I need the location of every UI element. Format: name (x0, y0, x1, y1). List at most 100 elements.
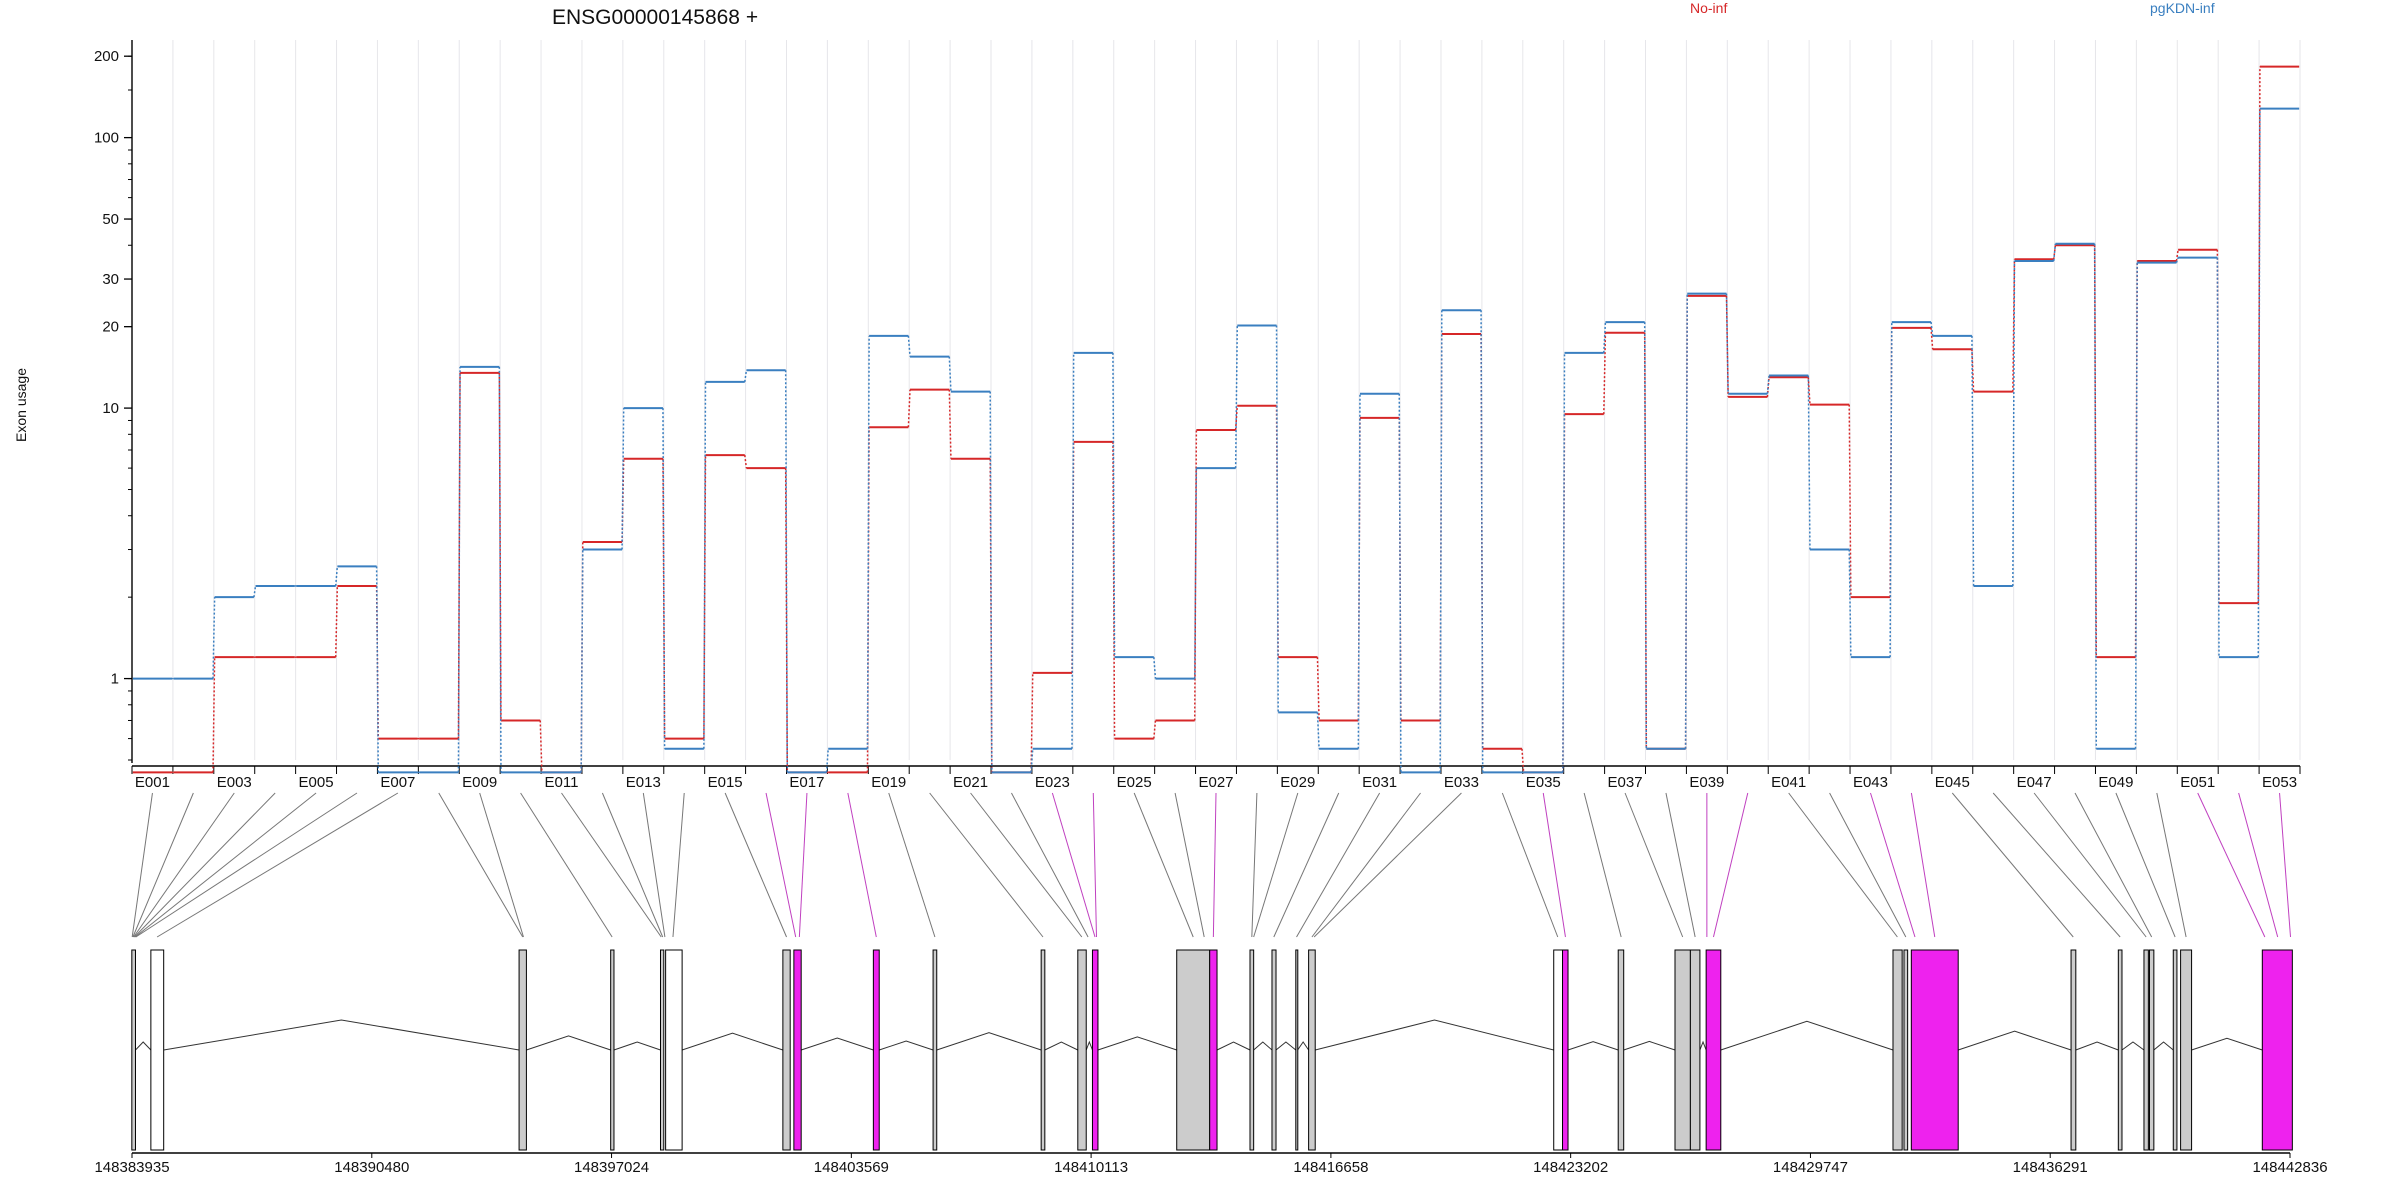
x-tick-label: E019 (871, 774, 906, 791)
exon-box (1705, 949, 1722, 1151)
exon-box (1271, 949, 1277, 1151)
intron-line (1699, 1040, 1707, 1051)
x-tick-label: E013 (626, 774, 661, 791)
exon-connector (134, 792, 317, 938)
exon-box (1040, 949, 1046, 1151)
intron-line (526, 1035, 611, 1051)
exon-box (1674, 949, 1691, 1151)
series-1-connector (1603, 332, 1607, 415)
series-2-connector (1766, 375, 1770, 394)
series-2-connector (1398, 393, 1402, 773)
exon-connector (1870, 792, 1916, 938)
exon-box (793, 949, 802, 1151)
genomic-axis-ticks: 148383935 148390480 148397024 148403569 1484… (94, 1152, 2328, 1176)
intron-line (1216, 1041, 1251, 1051)
exon-connector (1951, 792, 2074, 938)
series-1-connector (1030, 672, 1034, 773)
series-2-connector (1807, 375, 1811, 550)
exon-connector (847, 792, 877, 938)
series-2-connector (457, 366, 461, 773)
x-tick-label: E047 (2017, 774, 2052, 791)
series-2-connector (1562, 352, 1566, 773)
exon-connector (642, 792, 666, 938)
series-1-connector (457, 372, 461, 739)
x-tick-label: E045 (1935, 774, 1970, 791)
exon-box (782, 949, 791, 1151)
exon-connector (2115, 792, 2176, 938)
intron-line (1253, 1041, 1273, 1051)
series-2 (132, 107, 2300, 774)
series-1-connector (662, 458, 666, 739)
x-tick-label: E049 (2098, 774, 2133, 791)
intron-line (2075, 1041, 2119, 1051)
x-tick-label: E017 (789, 774, 824, 791)
x-tick-label: E037 (1608, 774, 1643, 791)
exon-connector (724, 792, 787, 938)
intron-line (613, 1041, 661, 1051)
exon-connector (1788, 792, 1898, 938)
exon-box (2148, 949, 2155, 1151)
series-1-connector (539, 720, 543, 773)
exon-connector (970, 792, 1083, 938)
exon-connector (2156, 792, 2187, 938)
intron-line (135, 1041, 152, 1051)
exon-box (872, 949, 880, 1151)
intron-line (1297, 1041, 1310, 1051)
x-tick-label: E053 (2262, 774, 2297, 791)
series-1-connector (1930, 327, 1934, 350)
series-1 (132, 65, 2300, 774)
y-tick-label: 50 (102, 211, 119, 228)
intron-line (1720, 1020, 1894, 1051)
intron-line (879, 1040, 934, 1051)
exon-box (1553, 949, 1564, 1151)
genomic-tick-label: 148416658 (1293, 1159, 1368, 1176)
exon-connector (1273, 792, 1340, 938)
series-2-connector (2012, 260, 2016, 586)
exon-connector (520, 792, 613, 938)
series-1-connector (1153, 720, 1157, 739)
gene-model (131, 949, 2293, 1151)
genomic-tick-label: 148410113 (1054, 1159, 1128, 1176)
series-2-connector (1153, 657, 1157, 679)
exon-box (150, 949, 165, 1151)
exon-connector (1253, 792, 1299, 938)
series-2-connector (1480, 310, 1484, 773)
series-2-connector (253, 585, 257, 598)
exon-connector (1542, 792, 1566, 938)
y-tick-label: 30 (102, 271, 119, 288)
exon-connector (1011, 792, 1089, 938)
x-tick-label: E007 (380, 774, 415, 791)
x-tick-label: E011 (545, 774, 579, 791)
exon-connector (1174, 792, 1205, 938)
series-2-connector (989, 391, 993, 773)
exon-connector (1501, 792, 1559, 938)
exon-box (665, 949, 683, 1151)
exon-box (1249, 949, 1255, 1151)
y-tick-label: 100 (94, 130, 119, 147)
genomic-tick-label: 148423202 (1533, 1159, 1608, 1176)
exon-box (659, 949, 665, 1151)
series-2-connector (621, 408, 625, 550)
exon-box (1176, 949, 1211, 1151)
series-2-connector (1971, 335, 1975, 586)
series-1-connector (1643, 332, 1648, 749)
series-2-connector (212, 597, 216, 679)
series-2-connector (2053, 243, 2057, 262)
series-1-connector (703, 455, 707, 739)
intron-line (2191, 1037, 2263, 1051)
exon-box (1209, 949, 1218, 1151)
y-tick-label: 20 (102, 319, 119, 336)
intron-line (681, 1032, 784, 1051)
series-2-connector (1439, 310, 1443, 773)
exon-connector (2074, 792, 2153, 938)
series-1-connector (948, 389, 952, 459)
exon-connector (135, 792, 358, 938)
series-2-connector (907, 335, 911, 357)
exon-box (518, 949, 527, 1151)
x-tick-label: E051 (2180, 774, 2215, 791)
x-tick-label: E015 (708, 774, 743, 791)
exon-box (1910, 949, 1959, 1151)
series-1-connector (2093, 245, 2098, 658)
exon-connector (156, 792, 399, 938)
